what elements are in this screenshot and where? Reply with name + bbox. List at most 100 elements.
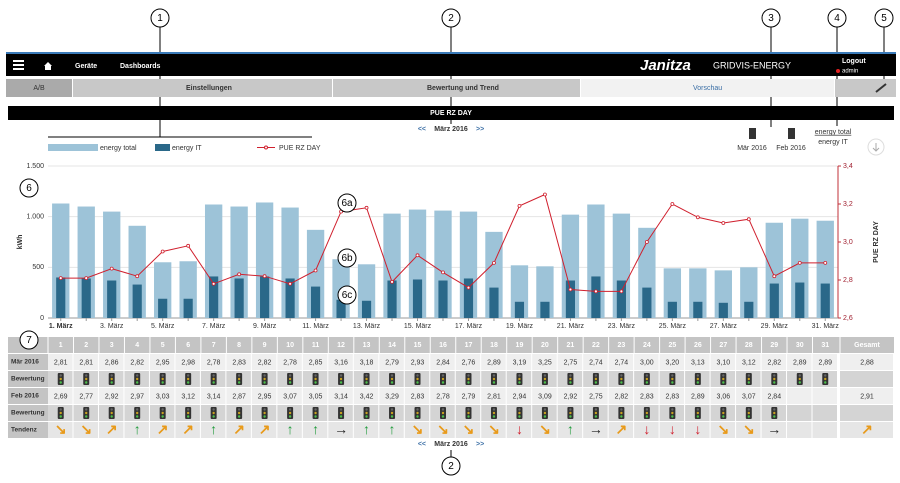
- table-cell: [200, 388, 226, 404]
- traffic-light-lamp: [390, 377, 394, 381]
- callout-label: 5: [881, 13, 887, 24]
- table-value: 2,82: [767, 359, 781, 366]
- traffic-light-lamp: [747, 381, 751, 384]
- compare-item[interactable]: Feb 2016: [776, 145, 806, 152]
- edit-icon[interactable]: [875, 83, 887, 93]
- traffic-light-lamp: [773, 411, 776, 415]
- tab-tool[interactable]: [835, 79, 896, 97]
- traffic-light-lamp: [543, 415, 547, 418]
- table-value: 3,20: [666, 359, 680, 366]
- compare-series[interactable]: energy IT: [818, 139, 848, 146]
- traffic-light-lamp: [645, 374, 649, 377]
- trend-arrow: ↗: [233, 421, 245, 437]
- traffic-light-lamp: [518, 374, 521, 377]
- calendar-icon[interactable]: [788, 128, 795, 139]
- table-cell: [328, 388, 353, 404]
- trend-arrow: →: [334, 421, 348, 437]
- bar: [616, 280, 626, 318]
- table-cell: [430, 354, 455, 370]
- x-tick-label: 7. März: [202, 323, 226, 330]
- traffic-light-lamp: [569, 377, 572, 381]
- prev-button[interactable]: <<: [418, 126, 426, 133]
- traffic-light-lamp: [543, 408, 547, 411]
- traffic-light-lamp: [518, 408, 521, 411]
- traffic-light-lamp: [671, 408, 674, 411]
- traffic-light-lamp: [339, 374, 343, 377]
- traffic-light-lamp: [620, 415, 623, 418]
- traffic-light-lamp: [569, 408, 572, 411]
- column-header: 29: [770, 342, 778, 349]
- calendar-icon[interactable]: [749, 128, 756, 139]
- table-value: 3,13: [691, 359, 705, 366]
- table-cell: [455, 388, 481, 404]
- table-cell: [787, 405, 812, 421]
- traffic-light-lamp: [110, 377, 113, 381]
- traffic-light-lamp: [85, 415, 88, 418]
- line-marker: [415, 253, 420, 258]
- logout-link[interactable]: Logout: [842, 58, 866, 65]
- column-header: 12: [337, 342, 345, 349]
- menu-icon[interactable]: [13, 60, 24, 70]
- traffic-light-lamp: [237, 411, 241, 415]
- traffic-light-lamp: [110, 408, 113, 411]
- table-value: 2,82: [130, 359, 144, 366]
- nav-link[interactable]: Dashboards: [120, 63, 161, 70]
- tab[interactable]: [73, 79, 332, 97]
- column-header: 4: [135, 342, 139, 349]
- line-marker: [109, 266, 114, 271]
- traffic-light-lamp: [59, 408, 62, 411]
- tab[interactable]: [6, 79, 72, 97]
- traffic-light-lamp: [339, 415, 343, 418]
- next-button[interactable]: >>: [476, 441, 484, 448]
- trend-arrow: ↑: [287, 421, 294, 437]
- tab[interactable]: [333, 79, 580, 97]
- callout-label: 6b: [341, 253, 353, 264]
- traffic-light-lamp: [441, 408, 445, 411]
- traffic-light-lamp: [186, 411, 190, 415]
- traffic-light-lamp: [314, 381, 317, 384]
- column-header: 18: [490, 342, 498, 349]
- x-tick-label: 11. März: [302, 323, 329, 330]
- traffic-light-lamp: [161, 408, 164, 411]
- table-cell: [98, 388, 124, 404]
- traffic-light-lamp: [288, 415, 292, 418]
- tab[interactable]: [581, 79, 834, 97]
- traffic-light-lamp: [569, 374, 572, 377]
- compare-item[interactable]: Mär 2016: [737, 145, 767, 152]
- legend-label[interactable]: PUE RZ DAY: [279, 145, 321, 152]
- compare-series[interactable]: energy total: [815, 129, 852, 136]
- traffic-light-lamp: [314, 411, 317, 415]
- traffic-light-lamp: [671, 374, 674, 377]
- table-cell: [455, 422, 481, 438]
- traffic-light-lamp: [722, 415, 725, 418]
- line-marker: [772, 274, 777, 279]
- traffic-light-lamp: [594, 381, 598, 384]
- traffic-light-lamp: [288, 374, 292, 377]
- table-cell: [404, 422, 430, 438]
- y-tick-label: 1.500: [26, 163, 44, 170]
- home-icon[interactable]: [44, 62, 52, 70]
- nav-link[interactable]: Geräte: [75, 63, 97, 70]
- prev-button[interactable]: <<: [418, 441, 426, 448]
- trend-arrow: ↘: [55, 421, 67, 437]
- table-value: 3,09: [538, 393, 552, 400]
- traffic-light-lamp: [441, 374, 445, 377]
- traffic-light-lamp: [773, 374, 776, 377]
- download-button[interactable]: [867, 138, 885, 156]
- table-cell: [353, 388, 379, 404]
- table-value: 2,75: [564, 359, 578, 366]
- traffic-light-lamp: [798, 377, 801, 381]
- legend-label[interactable]: energy total: [100, 145, 137, 152]
- table-value: 2,83: [640, 393, 654, 400]
- trend-arrow: ↑: [567, 421, 574, 437]
- table-value: 2,83: [232, 359, 246, 366]
- trend-arrow: ↗: [616, 421, 628, 437]
- table-value: 2,94: [513, 393, 527, 400]
- tab-label: Vorschau: [693, 85, 722, 92]
- y-tick-label: 1.000: [26, 214, 44, 221]
- traffic-light-lamp: [543, 377, 547, 381]
- table-value: 3,07: [742, 393, 756, 400]
- legend-label[interactable]: energy IT: [172, 145, 202, 152]
- traffic-light-lamp: [59, 381, 62, 384]
- next-button[interactable]: >>: [476, 126, 484, 133]
